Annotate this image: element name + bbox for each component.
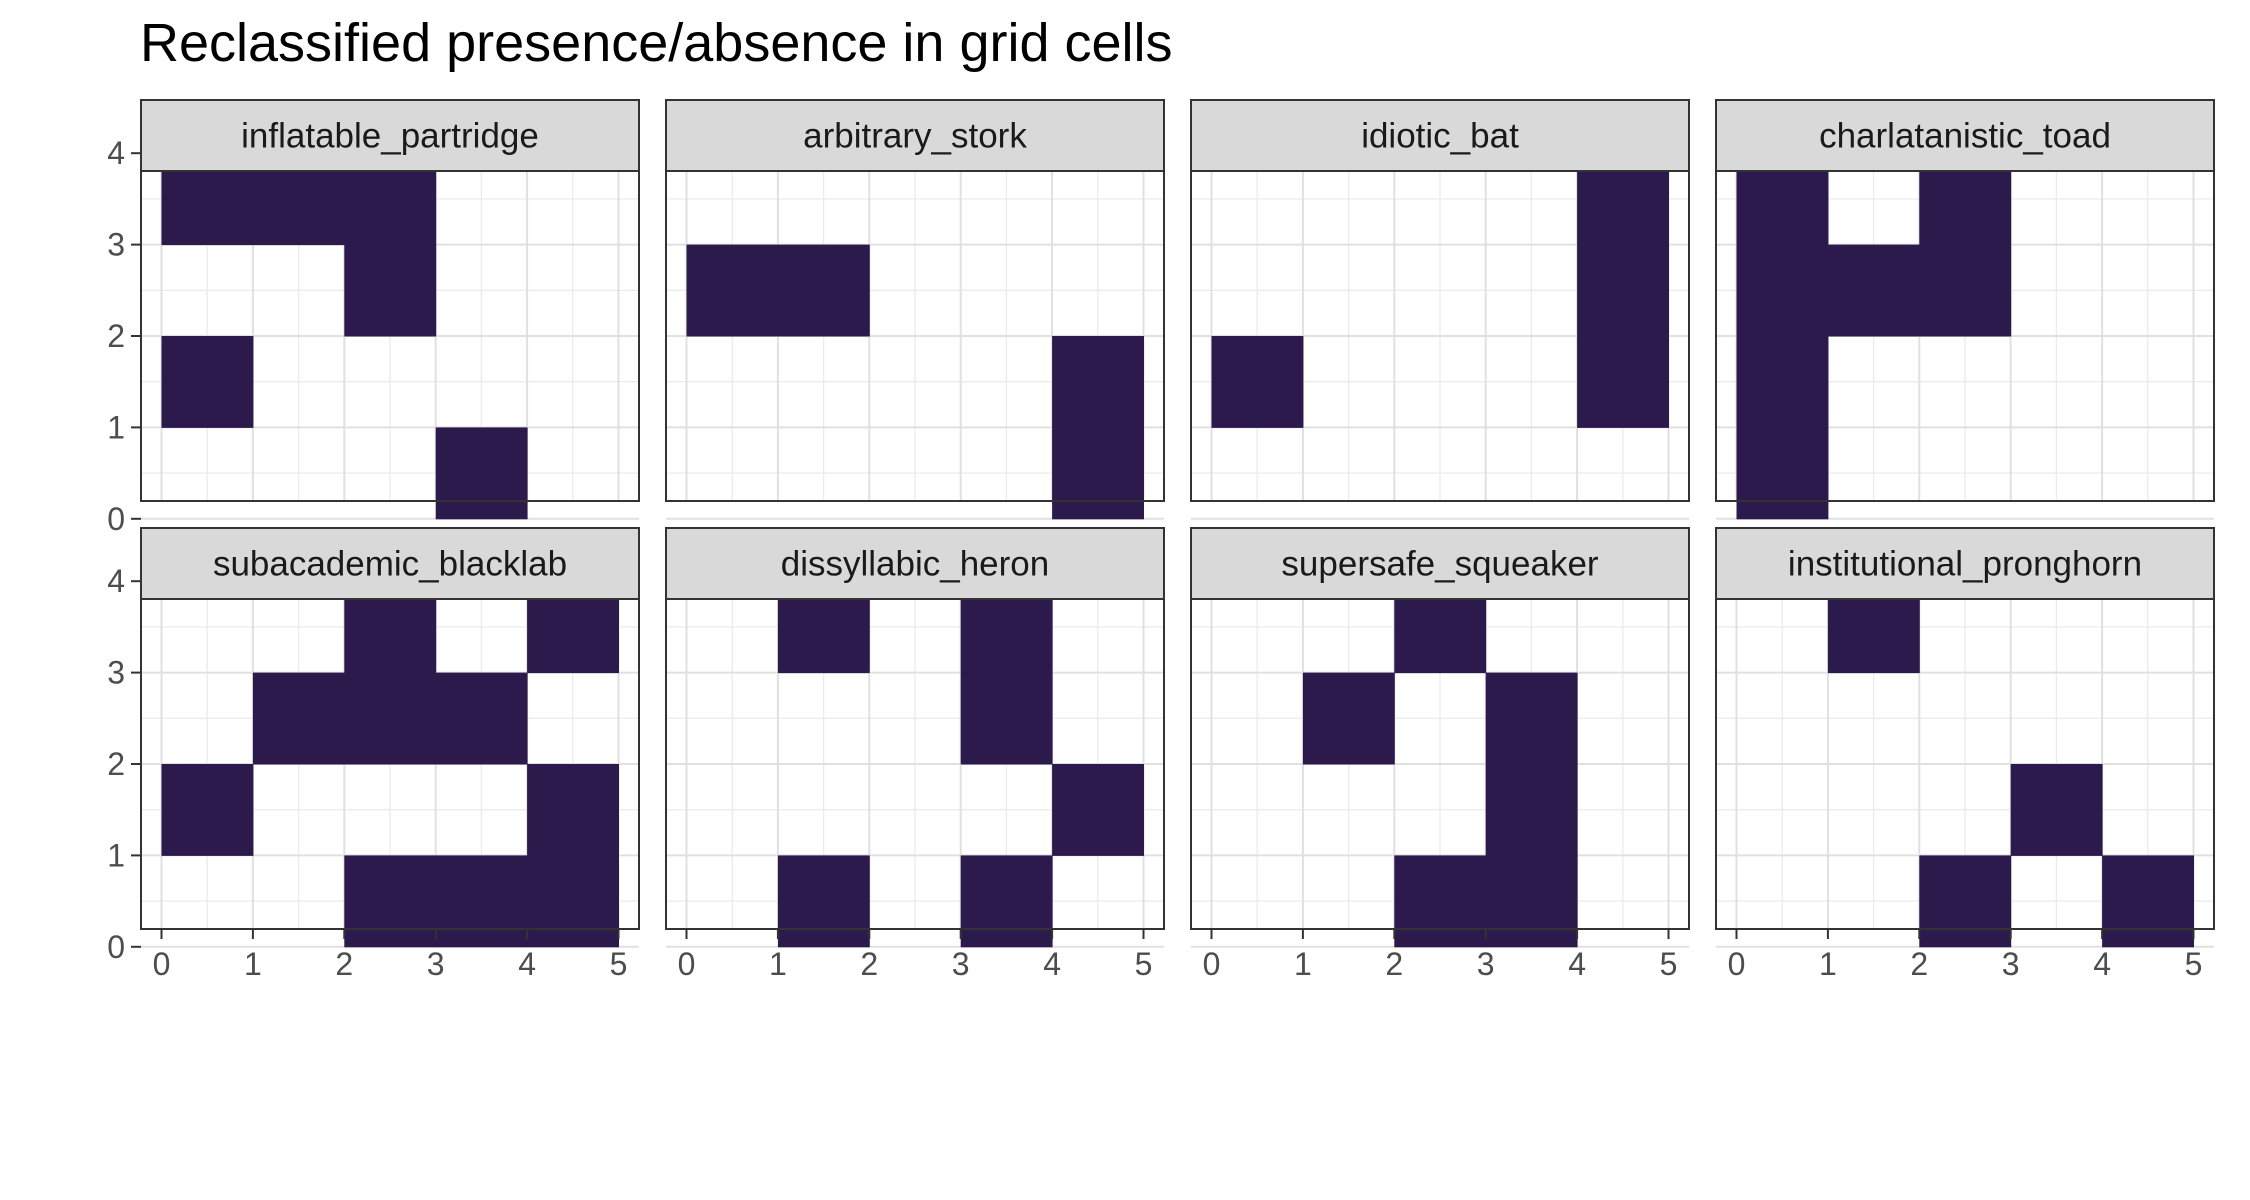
facet-strip <box>1190 99 1690 172</box>
heatmap-cell <box>1827 244 1920 337</box>
y-tick-label: 4 <box>107 563 125 599</box>
x-tick-label: 4 <box>2093 946 2111 982</box>
x-tick-label: 5 <box>2185 946 2203 982</box>
heatmap-cell <box>1052 427 1144 520</box>
heatmap-cell <box>1919 244 2012 337</box>
facet-strip <box>665 527 1165 600</box>
heatmap-cell <box>1577 244 1669 337</box>
facet-strip-label: dissyllabic_heron <box>781 545 1049 584</box>
facet-strip <box>665 99 1165 172</box>
x-tick-label: 2 <box>1385 946 1403 982</box>
x-tick-label: 0 <box>1728 946 1746 982</box>
heatmap-cell <box>1736 427 1829 520</box>
x-tick-label: 3 <box>952 946 970 982</box>
x-tick-label: 4 <box>1568 946 1586 982</box>
heatmap-cell <box>435 855 528 948</box>
heatmap-cell <box>161 336 254 428</box>
heatmap-cell <box>777 855 870 948</box>
heatmap-cell <box>344 855 437 948</box>
y-tick-label: 0 <box>107 501 125 537</box>
heatmap-cell <box>344 672 437 765</box>
y-tick-label: 1 <box>107 409 125 445</box>
y-tick-label: 3 <box>107 655 125 691</box>
x-tick-label: 4 <box>1043 946 1061 982</box>
facet-strip <box>1715 99 2215 172</box>
x-tick-label: 1 <box>769 946 787 982</box>
x-tick-label: 2 <box>860 946 878 982</box>
heatmap-cell <box>1485 855 1578 948</box>
heatmap-cell <box>1485 764 1578 856</box>
heatmap-cell <box>344 244 437 337</box>
x-tick-label: 4 <box>518 946 536 982</box>
facet-strip-label: charlatanistic_toad <box>1819 117 2111 156</box>
y-tick-label: 2 <box>107 318 125 354</box>
x-tick-label: 3 <box>2002 946 2020 982</box>
heatmap-cell <box>1394 855 1487 948</box>
y-tick-label: 3 <box>107 227 125 263</box>
x-tick-label: 2 <box>1910 946 1928 982</box>
heatmap-cell <box>2010 764 2103 856</box>
x-tick-label: 5 <box>1135 946 1153 982</box>
y-tick-label: 1 <box>107 837 125 873</box>
heatmap-cell <box>1919 855 2012 948</box>
facet-strip <box>140 99 640 172</box>
x-tick-label: 1 <box>1294 946 1312 982</box>
heatmap-cell <box>161 764 254 856</box>
facet-strip-label: institutional_pronghorn <box>1788 545 2142 584</box>
facet-strip-label: arbitrary_stork <box>803 117 1027 156</box>
heatmap-cell <box>1052 336 1144 428</box>
heatmap-cell <box>1485 672 1578 765</box>
chart-title: Reclassified presence/absence in grid ce… <box>140 13 1173 73</box>
facet-strip-label: subacademic_blacklab <box>213 545 567 584</box>
heatmap-cell <box>686 244 779 337</box>
heatmap-cell <box>1052 764 1144 856</box>
heatmap-cell <box>1736 336 1829 428</box>
y-tick-label: 0 <box>107 929 125 965</box>
x-tick-label: 1 <box>244 946 262 982</box>
facet-strip-label: inflatable_partridge <box>241 117 539 156</box>
y-tick-label: 2 <box>107 746 125 782</box>
x-tick-label: 2 <box>335 946 353 982</box>
x-tick-label: 5 <box>610 946 628 982</box>
x-tick-label: 0 <box>153 946 171 982</box>
heatmap-cell <box>527 764 619 856</box>
heatmap-cell <box>435 427 528 520</box>
heatmap-cell <box>1211 336 1304 428</box>
heatmap-cell <box>1302 672 1395 765</box>
facet-strip <box>1715 527 2215 600</box>
facet-strip-label: idiotic_bat <box>1361 117 1519 156</box>
x-tick-label: 0 <box>678 946 696 982</box>
heatmap-cell <box>435 672 528 765</box>
x-tick-label: 1 <box>1819 946 1837 982</box>
heatmap-cell <box>252 672 345 765</box>
facet-strip <box>1190 527 1690 600</box>
heatmap-cell <box>960 855 1053 948</box>
x-tick-label: 0 <box>1203 946 1221 982</box>
heatmap-cell <box>960 672 1053 765</box>
heatmap-cell <box>527 855 619 948</box>
x-tick-label: 5 <box>1660 946 1678 982</box>
heatmap-cell <box>1577 336 1669 428</box>
y-tick-label: 4 <box>107 135 125 171</box>
heatmap-cell <box>2102 855 2194 948</box>
x-tick-label: 3 <box>427 946 445 982</box>
x-tick-label: 3 <box>1477 946 1495 982</box>
facet-strip-label: supersafe_squeaker <box>1281 545 1598 584</box>
heatmap-cell <box>777 244 870 337</box>
facet-strip <box>140 527 640 600</box>
heatmap-cell <box>1736 244 1829 337</box>
